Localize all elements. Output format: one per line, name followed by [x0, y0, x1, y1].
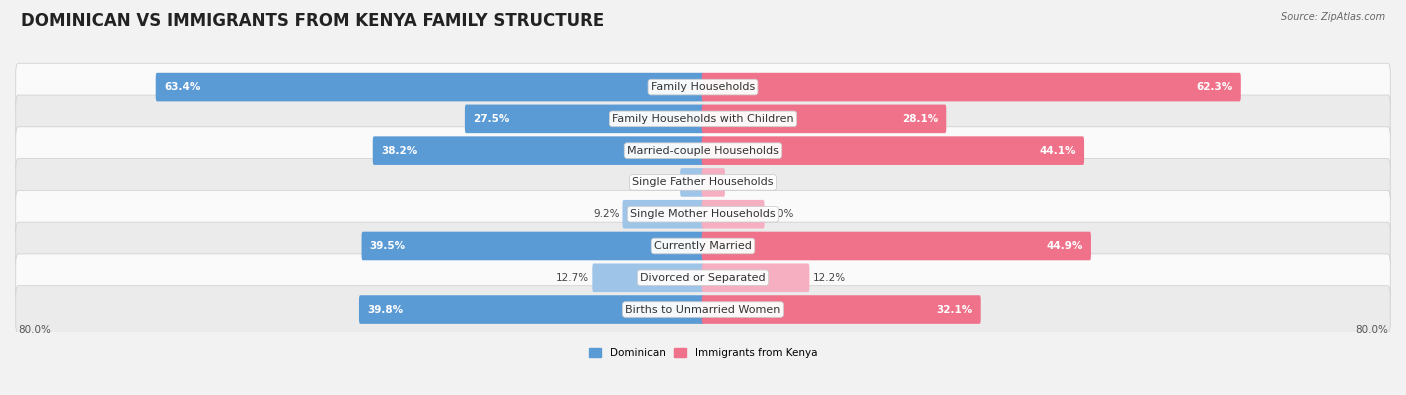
Text: 39.8%: 39.8% — [367, 305, 404, 314]
Text: 63.4%: 63.4% — [165, 82, 200, 92]
Text: Single Father Households: Single Father Households — [633, 177, 773, 187]
Text: 27.5%: 27.5% — [472, 114, 509, 124]
FancyBboxPatch shape — [15, 286, 1391, 333]
Text: Family Households: Family Households — [651, 82, 755, 92]
Text: 9.2%: 9.2% — [593, 209, 620, 219]
FancyBboxPatch shape — [359, 295, 704, 324]
Text: DOMINICAN VS IMMIGRANTS FROM KENYA FAMILY STRUCTURE: DOMINICAN VS IMMIGRANTS FROM KENYA FAMIL… — [21, 12, 605, 30]
FancyBboxPatch shape — [15, 95, 1391, 143]
Text: Married-couple Households: Married-couple Households — [627, 146, 779, 156]
FancyBboxPatch shape — [702, 263, 810, 292]
FancyBboxPatch shape — [702, 295, 981, 324]
FancyBboxPatch shape — [15, 63, 1391, 111]
FancyBboxPatch shape — [15, 127, 1391, 175]
Text: 32.1%: 32.1% — [936, 305, 973, 314]
Text: 80.0%: 80.0% — [1355, 325, 1388, 335]
FancyBboxPatch shape — [702, 200, 765, 229]
Text: 38.2%: 38.2% — [381, 146, 418, 156]
FancyBboxPatch shape — [15, 190, 1391, 238]
FancyBboxPatch shape — [373, 136, 704, 165]
Text: 7.0%: 7.0% — [768, 209, 794, 219]
FancyBboxPatch shape — [702, 136, 1084, 165]
FancyBboxPatch shape — [702, 73, 1241, 102]
FancyBboxPatch shape — [465, 105, 704, 133]
FancyBboxPatch shape — [15, 254, 1391, 302]
Legend: Dominican, Immigrants from Kenya: Dominican, Immigrants from Kenya — [585, 344, 821, 363]
FancyBboxPatch shape — [702, 105, 946, 133]
Text: 39.5%: 39.5% — [370, 241, 406, 251]
Text: Currently Married: Currently Married — [654, 241, 752, 251]
Text: Source: ZipAtlas.com: Source: ZipAtlas.com — [1281, 12, 1385, 22]
Text: 2.5%: 2.5% — [651, 177, 678, 187]
Text: 12.2%: 12.2% — [813, 273, 845, 283]
Text: 12.7%: 12.7% — [557, 273, 589, 283]
FancyBboxPatch shape — [15, 158, 1391, 206]
FancyBboxPatch shape — [623, 200, 704, 229]
Text: 62.3%: 62.3% — [1197, 82, 1233, 92]
Text: Divorced or Separated: Divorced or Separated — [640, 273, 766, 283]
Text: 28.1%: 28.1% — [901, 114, 938, 124]
FancyBboxPatch shape — [156, 73, 704, 102]
FancyBboxPatch shape — [15, 222, 1391, 270]
FancyBboxPatch shape — [592, 263, 704, 292]
FancyBboxPatch shape — [681, 168, 704, 197]
FancyBboxPatch shape — [702, 168, 725, 197]
Text: 44.9%: 44.9% — [1046, 241, 1083, 251]
Text: Births to Unmarried Women: Births to Unmarried Women — [626, 305, 780, 314]
FancyBboxPatch shape — [702, 232, 1091, 260]
FancyBboxPatch shape — [361, 232, 704, 260]
Text: 80.0%: 80.0% — [18, 325, 51, 335]
Text: Family Households with Children: Family Households with Children — [612, 114, 794, 124]
Text: 2.4%: 2.4% — [728, 177, 755, 187]
Text: Single Mother Households: Single Mother Households — [630, 209, 776, 219]
Text: 44.1%: 44.1% — [1039, 146, 1076, 156]
